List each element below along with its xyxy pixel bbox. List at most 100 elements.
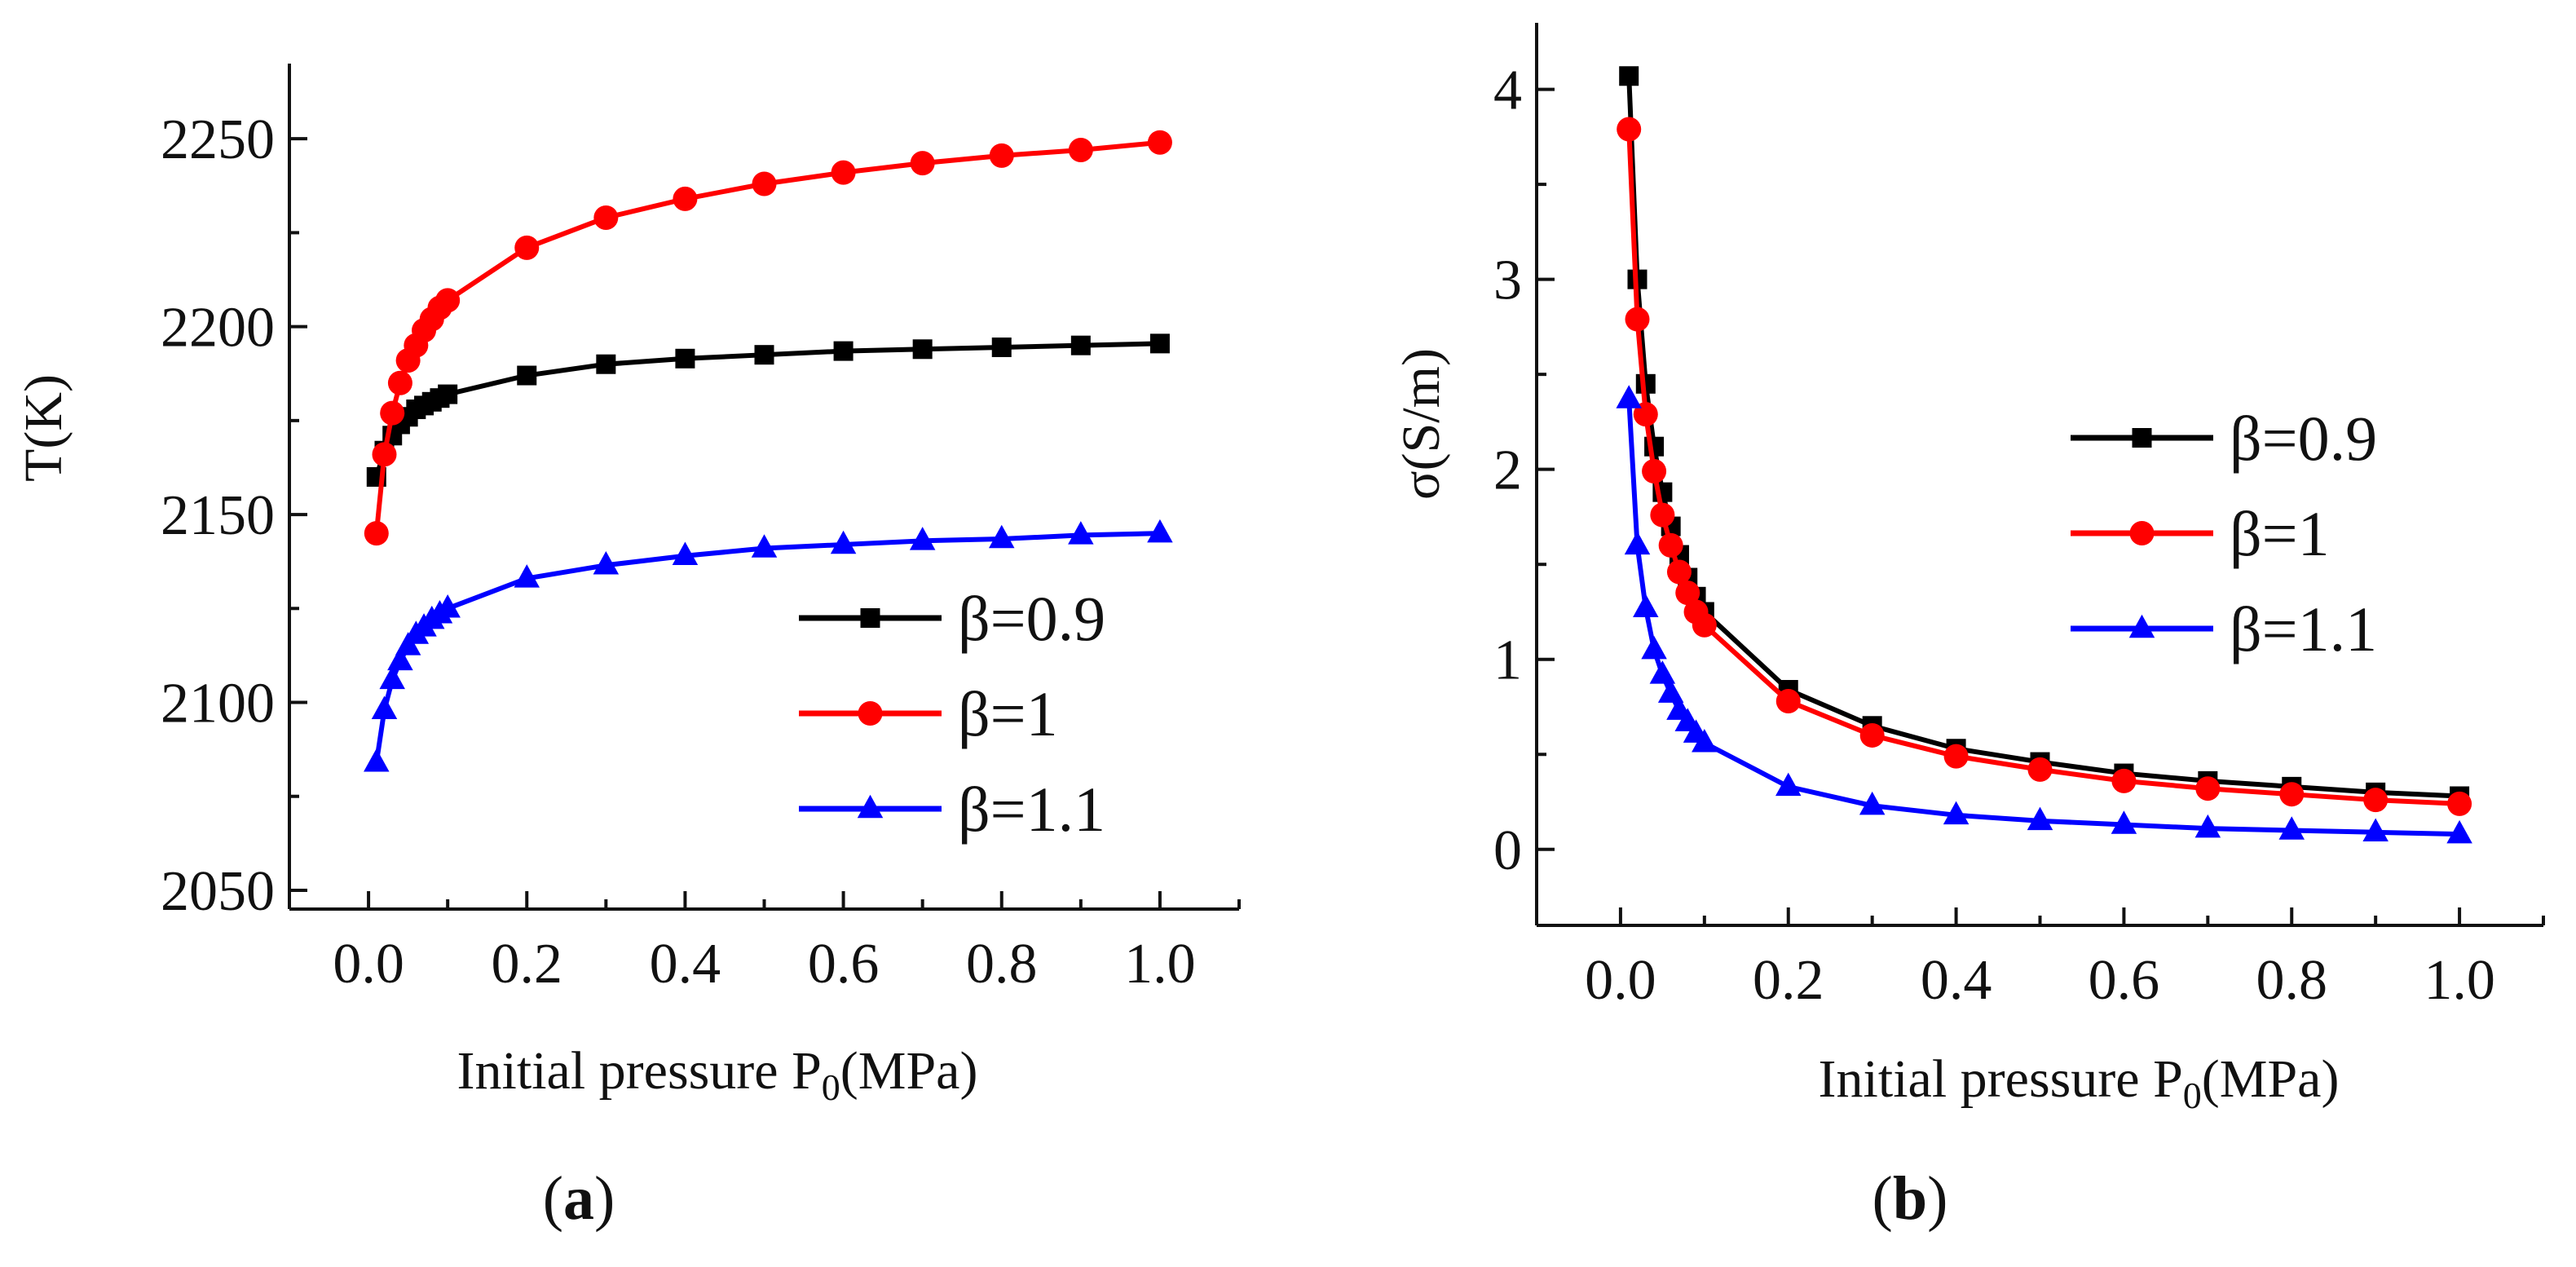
data-point [2279, 782, 2305, 807]
data-point [2195, 776, 2221, 801]
x-axis-title-subscript: 0 [822, 1066, 840, 1108]
legend-label: β=1 [2230, 498, 2330, 569]
legend-marker [2132, 428, 2152, 448]
panel-b-caption-label: b [1893, 1164, 1927, 1233]
data-point [387, 647, 413, 671]
data-point [675, 348, 695, 369]
data-point [1859, 791, 1886, 815]
data-point [754, 345, 774, 365]
data-point [991, 337, 1012, 357]
data-point [1692, 729, 1718, 753]
data-point [2027, 757, 2053, 782]
data-point [2362, 818, 2389, 842]
legend-label: β=1.1 [2230, 594, 2377, 664]
y-tick-label: 2150 [161, 484, 275, 547]
data-point [1641, 635, 1667, 660]
data-point [989, 524, 1015, 549]
x-tick-label: 0.6 [2089, 949, 2160, 1012]
data-point [1633, 594, 1659, 618]
data-point [1070, 335, 1091, 355]
y-tick-label: 2 [1493, 439, 1522, 502]
data-point [1666, 559, 1692, 585]
y-axis-title: T(K) [14, 374, 73, 482]
data-point [434, 594, 461, 618]
x-axis-title-prefix: Initial pressure P [457, 1041, 822, 1101]
data-point [593, 205, 619, 230]
x-tick-label: 0.2 [492, 933, 563, 996]
y-tick-label: 0 [1493, 819, 1522, 882]
panel-a: 2050 2100 2150 2200 2250 0.0 0.2 0.4 0.6 0.8 1.0 T(… [14, 64, 1241, 1108]
x-axis-title-suffix: (MPa) [840, 1041, 978, 1101]
data-point [1692, 612, 1717, 638]
x-tick-label: 0.2 [1753, 949, 1824, 1012]
x-axis-title-subscript: 0 [2183, 1075, 2202, 1116]
y-tick-label: 3 [1493, 249, 1522, 312]
data-point [1147, 519, 1173, 543]
data-point [1616, 385, 1642, 408]
legend-label: β=1.1 [958, 774, 1105, 845]
data-point [514, 564, 540, 588]
data-point [2447, 791, 2472, 816]
y-axis-title: σ(S/m) [1392, 348, 1451, 500]
y-tick-label: 1 [1493, 629, 1522, 692]
data-point [379, 665, 405, 690]
data-point [672, 541, 699, 566]
data-point [438, 384, 458, 404]
x-tick-label: 0.8 [2256, 949, 2328, 1012]
y-tick-label: 2200 [161, 297, 275, 360]
data-point [596, 354, 616, 374]
data-point [912, 339, 933, 360]
series-line [373, 139, 1161, 534]
data-point [514, 235, 540, 260]
data-point [989, 143, 1014, 168]
series-circle [1617, 117, 2472, 816]
data-point [1675, 581, 1700, 606]
data-point [1068, 521, 1094, 545]
x-tick-label: 0.0 [333, 933, 404, 996]
data-point [364, 521, 389, 546]
data-point [751, 534, 778, 558]
data-point [1619, 66, 1639, 86]
data-point [909, 527, 936, 550]
data-point [2027, 806, 2053, 831]
x-tick-label: 1.0 [2424, 949, 2495, 1012]
panel-b-caption: (b) [1872, 1164, 1948, 1233]
data-point [673, 186, 698, 211]
x-tick-label: 0.4 [1921, 949, 1992, 1012]
data-point [1149, 333, 1170, 354]
x-tick-label: 0.6 [808, 933, 880, 996]
y-tick-label: 2050 [161, 860, 275, 923]
x-axis-title-prefix: Initial pressure P [1819, 1049, 2183, 1109]
legend-marker [860, 608, 880, 628]
series-circle [364, 130, 1172, 546]
data-point [831, 160, 856, 185]
data-point [1943, 801, 1969, 825]
data-point [910, 151, 935, 176]
data-point [1068, 138, 1093, 163]
data-point [1859, 722, 1885, 748]
data-point [2111, 810, 2137, 834]
data-point [1649, 660, 1676, 684]
data-point [2111, 768, 2137, 793]
legend-label: β=1 [958, 678, 1058, 749]
data-point [2363, 788, 2389, 813]
y-tick-label: 4 [1493, 60, 1522, 122]
data-point [1650, 502, 1675, 528]
x-tick-label: 0.4 [650, 933, 721, 996]
data-point [1147, 130, 1172, 155]
data-point [1642, 459, 1667, 484]
x-axis-title-suffix: (MPa) [2202, 1049, 2340, 1109]
panel-b: 0 1 2 3 4 0.0 0.2 0.4 0.6 0.8 1.0 σ(S/m) Initial pre… [1392, 23, 2545, 1116]
panel-a-caption-label: a [563, 1164, 594, 1233]
x-tick-label: 0.0 [1585, 949, 1656, 1012]
data-point [2446, 819, 2472, 844]
y-tick-label: 2100 [161, 673, 275, 735]
data-point [380, 400, 405, 426]
legend-marker [858, 701, 883, 726]
series-square [366, 333, 1170, 487]
legend-label: β=0.9 [2230, 403, 2377, 474]
data-point [364, 748, 390, 772]
data-point [1775, 688, 1801, 713]
data-point [1624, 531, 1651, 555]
